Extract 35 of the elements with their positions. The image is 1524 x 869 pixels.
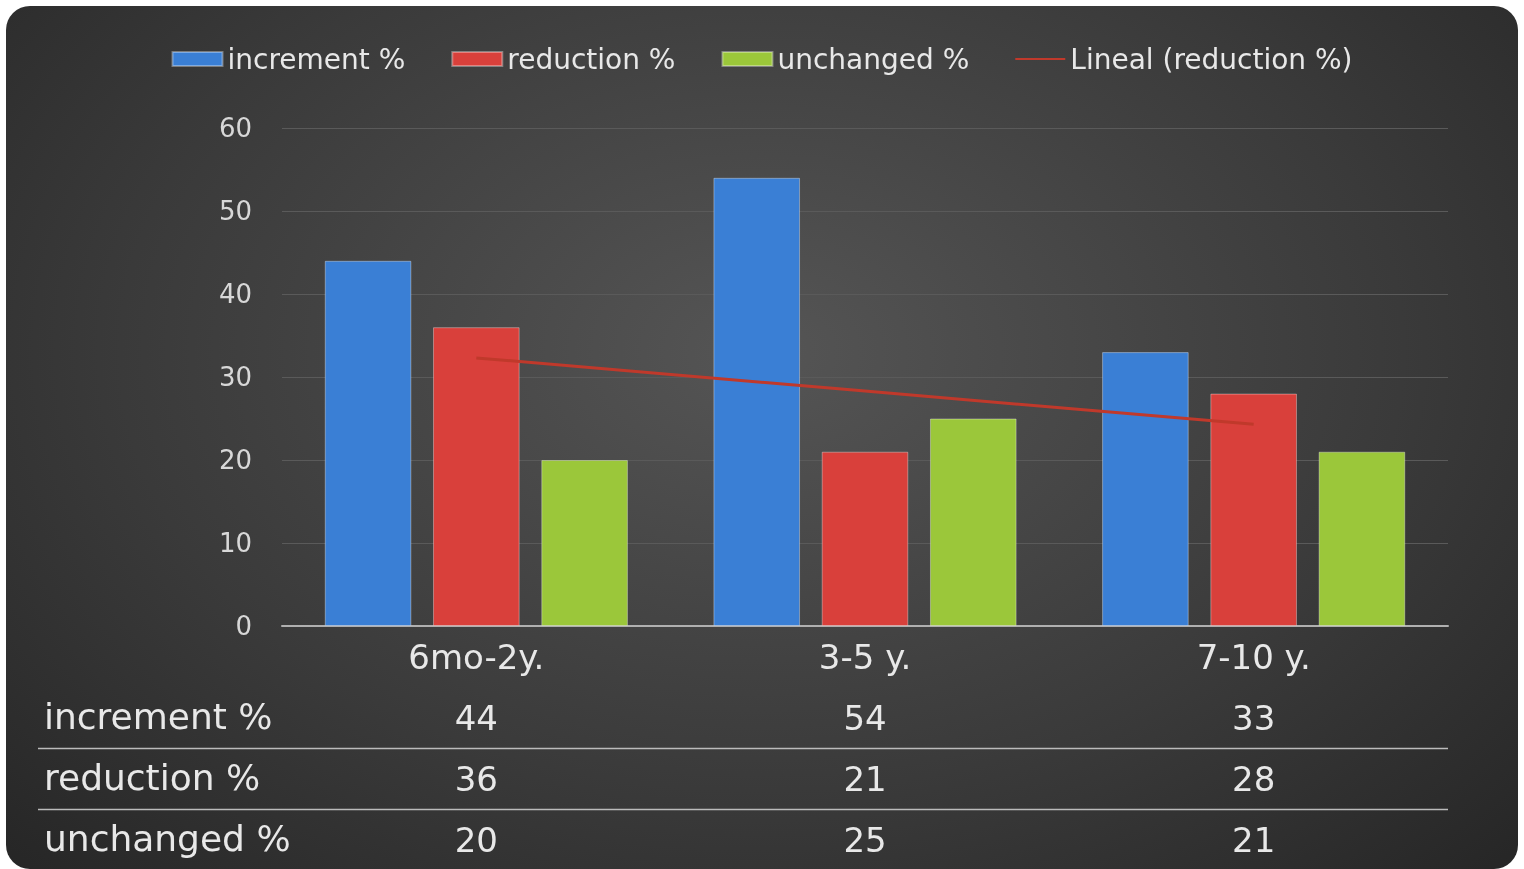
data-label: 21 (1232, 820, 1276, 860)
x-tick-label: 3-5 y. (818, 637, 912, 677)
data-label: 54 (843, 698, 887, 738)
legend-label: increment % (227, 42, 406, 76)
data-label: 21 (843, 759, 887, 799)
y-tick-label: 30 (218, 362, 252, 392)
bar (1318, 451, 1406, 626)
data-label: 44 (454, 698, 498, 738)
x-tick-label: 7-10 y. (1196, 637, 1311, 677)
text: reduction % (44, 756, 261, 798)
bar (324, 260, 412, 626)
y-tick-label: 0 (235, 611, 252, 641)
text: increment % (44, 695, 273, 737)
text: unchanged % (44, 817, 291, 859)
data-label: 33 (1232, 698, 1276, 738)
legend-label: unchanged % (777, 42, 970, 76)
data-label: 25 (843, 820, 887, 860)
bar (929, 418, 1017, 626)
bar (713, 177, 801, 626)
data-label: 36 (454, 759, 498, 799)
bar (541, 460, 628, 626)
data-label: 20 (454, 820, 498, 860)
y-tick-label: 20 (218, 445, 252, 475)
legend-label: Lineal (reduction %) (1070, 42, 1353, 76)
bar (1210, 393, 1297, 626)
bar (1102, 352, 1189, 626)
y-tick-label: 50 (218, 196, 252, 226)
y-tick-label: 40 (218, 279, 252, 309)
y-tick-label: 60 (218, 113, 252, 143)
data-label: 28 (1232, 759, 1276, 799)
legend-label: reduction % (507, 42, 676, 76)
bar (821, 451, 909, 626)
bar (433, 327, 520, 626)
y-tick-label: 10 (218, 528, 252, 558)
x-tick-label: 6mo-2y. (408, 637, 545, 677)
